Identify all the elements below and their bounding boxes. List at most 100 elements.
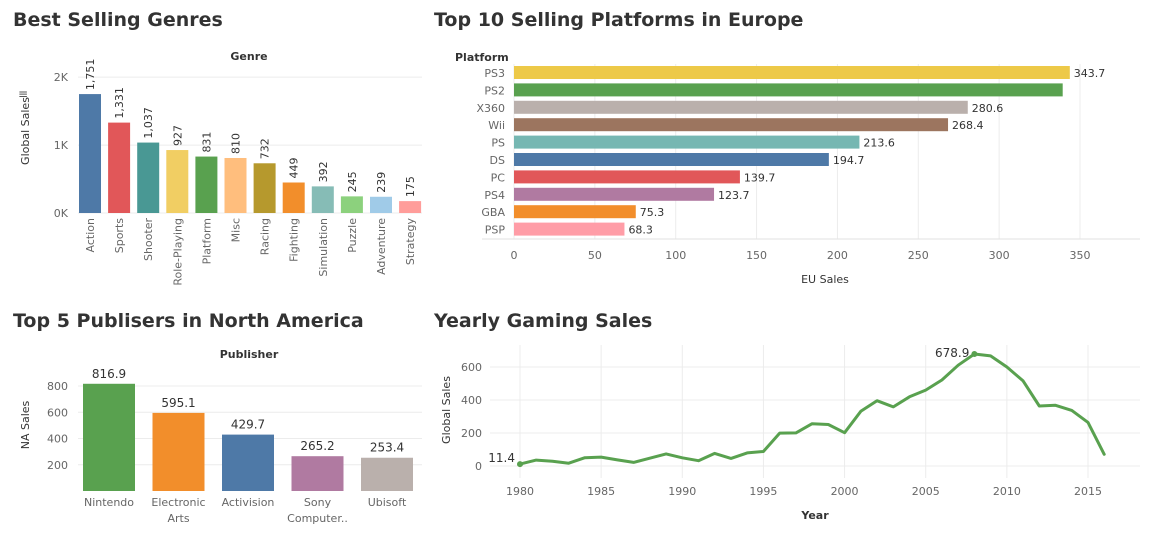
genres-category-label: Adventure bbox=[375, 218, 388, 275]
publishers-bar bbox=[291, 456, 344, 491]
genres-value-label: 810 bbox=[230, 133, 243, 154]
publishers-category-label: Electronic bbox=[151, 496, 205, 509]
platforms-x-tick-label: 50 bbox=[588, 249, 602, 262]
genres-bar bbox=[166, 150, 189, 213]
platforms-category-label: DS bbox=[490, 154, 505, 167]
genres-bar bbox=[370, 196, 392, 213]
publishers-category-label: Nintendo bbox=[84, 496, 134, 509]
yearly-chart-title: Yearly Gaming Sales bbox=[434, 310, 653, 332]
yearly-y-tick-label: 0 bbox=[475, 460, 482, 473]
genres-category-label: Shooter bbox=[142, 218, 155, 261]
genres-value-label: 831 bbox=[200, 132, 213, 153]
genres-y-tick-label: 1K bbox=[54, 139, 69, 152]
publishers-y-tick-label: 600 bbox=[47, 406, 68, 419]
genres-category-label: Role-Playing bbox=[171, 218, 184, 286]
platforms-bar bbox=[514, 66, 1070, 79]
yearly-x-tick-label: 1990 bbox=[668, 485, 696, 498]
genres-bar bbox=[253, 163, 276, 213]
genres-value-label: 245 bbox=[346, 171, 359, 192]
platforms-bar bbox=[514, 83, 1063, 97]
platforms-bar bbox=[514, 100, 968, 114]
publishers-y-tick-label: 400 bbox=[47, 433, 68, 446]
platforms-value-label: 75.3 bbox=[640, 206, 665, 219]
genres-category-label: Action bbox=[84, 218, 97, 252]
genres-value-label: 1,331 bbox=[113, 87, 126, 119]
publishers-chart-title: Top 5 Publisers in North America bbox=[13, 310, 364, 332]
genres-bar bbox=[340, 196, 363, 213]
genres-category-label: Fighting bbox=[288, 218, 301, 262]
genres-value-label: 732 bbox=[259, 138, 272, 159]
genres-bar bbox=[195, 156, 218, 213]
genres-bar bbox=[311, 186, 334, 213]
genres-bar bbox=[224, 157, 247, 213]
genres-y-tick-label: 2K bbox=[54, 71, 69, 84]
genres-bar bbox=[137, 142, 160, 213]
genres-category-label: Sports bbox=[113, 218, 126, 254]
platforms-category-label: PSP bbox=[485, 224, 506, 237]
publishers-value-label: 595.1 bbox=[161, 396, 195, 410]
genres-chart: Genre 0K 1K 2K Global Sales≡ 1,751 Action 1,331… bbox=[18, 50, 422, 286]
yearly-x-tick-label: 1985 bbox=[587, 485, 615, 498]
genres-value-label: 1,037 bbox=[142, 107, 155, 139]
publishers-column-header: Publisher bbox=[220, 348, 279, 361]
yearly-x-tick-label: 1980 bbox=[506, 485, 534, 498]
platforms-value-label: 123.7 bbox=[718, 189, 750, 202]
genres-value-label: 1,751 bbox=[84, 59, 97, 91]
platforms-x-tick-label: 300 bbox=[989, 249, 1010, 262]
publishers-bar bbox=[361, 457, 413, 491]
platforms-x-tick-label: 200 bbox=[827, 249, 848, 262]
platforms-x-tick-label: 150 bbox=[746, 249, 767, 262]
genres-value-label: 239 bbox=[375, 172, 388, 193]
platforms-value-label: 194.7 bbox=[833, 154, 865, 167]
yearly-x-tick-label: 2010 bbox=[993, 485, 1021, 498]
platforms-bar bbox=[514, 153, 829, 166]
yearly-y-tick-label: 600 bbox=[461, 361, 482, 374]
genres-value-label: 449 bbox=[288, 158, 301, 179]
yearly-annotated-point bbox=[971, 350, 978, 357]
genres-value-label: 392 bbox=[317, 161, 330, 182]
genres-category-label: Racing bbox=[259, 218, 272, 255]
genres-category-label: Simulation bbox=[317, 218, 330, 277]
publishers-category-label: Ubisoft bbox=[368, 496, 407, 509]
platforms-x-tick-label: 0 bbox=[511, 249, 518, 262]
publishers-value-label: 429.7 bbox=[231, 418, 265, 432]
publishers-value-label: 253.4 bbox=[370, 441, 404, 455]
yearly-x-tick-label: 2005 bbox=[912, 485, 940, 498]
yearly-y-tick-label: 200 bbox=[461, 427, 482, 440]
genres-bar bbox=[108, 122, 131, 213]
platforms-category-label: Wii bbox=[488, 119, 505, 132]
genres-column-header: Genre bbox=[230, 50, 267, 63]
genres-category-label: Strategy bbox=[404, 218, 417, 266]
yearly-x-axis-label: Year bbox=[800, 509, 829, 522]
yearly-x-tick-label: 2015 bbox=[1074, 485, 1102, 498]
platforms-category-label: X360 bbox=[476, 102, 505, 115]
platforms-bar bbox=[514, 222, 625, 236]
sort-icon: ≡ bbox=[18, 87, 28, 101]
platforms-category-label: PS bbox=[491, 137, 505, 150]
genres-y-tick-label: 0K bbox=[54, 207, 69, 220]
publishers-chart: Publisher 200 400 600 800 NA Sales 816.9 Ninten… bbox=[19, 348, 422, 525]
platforms-category-label: PS2 bbox=[484, 84, 505, 97]
platforms-x-tick-label: 250 bbox=[908, 249, 929, 262]
yearly-x-tick-label: 1995 bbox=[749, 485, 777, 498]
publishers-category-label: Computer.. bbox=[287, 512, 348, 525]
platforms-value-label: 343.7 bbox=[1074, 67, 1106, 80]
platforms-row-header: Platform bbox=[455, 51, 509, 64]
platforms-category-label: PS3 bbox=[484, 67, 505, 80]
yearly-x-tick-label: 2000 bbox=[831, 485, 859, 498]
genres-category-label: Puzzle bbox=[346, 218, 359, 253]
platforms-value-label: 280.6 bbox=[972, 102, 1004, 115]
platforms-chart-title: Top 10 Selling Platforms in Europe bbox=[434, 9, 804, 31]
platforms-bar bbox=[514, 187, 715, 201]
publishers-category-label: Arts bbox=[167, 512, 189, 525]
genres-value-label: 175 bbox=[404, 176, 417, 197]
genres-chart-title: Best Selling Genres bbox=[13, 9, 223, 31]
platforms-x-tick-label: 350 bbox=[1070, 249, 1091, 262]
genres-category-label: Misc bbox=[230, 218, 243, 242]
platforms-category-label: PS4 bbox=[484, 189, 505, 202]
yearly-chart: 1980 1985 1990 1995 2000 2005 2010 2015 0 200 400 6… bbox=[440, 345, 1140, 522]
yearly-y-axis-label: Global Sales bbox=[440, 376, 453, 444]
platforms-bar bbox=[514, 205, 636, 219]
